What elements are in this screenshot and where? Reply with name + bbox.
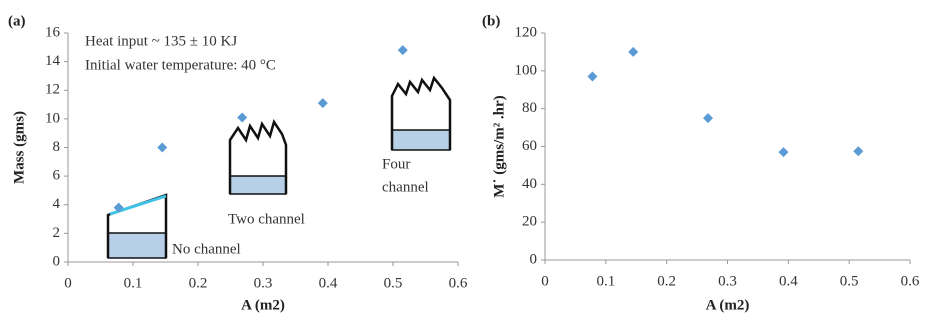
annotation: Heat input ~ 135 ± 10 KJ: [85, 33, 237, 49]
x-tick-label: 0.6: [449, 275, 468, 291]
x-tick-label: 0.3: [718, 273, 737, 289]
y-tick-label: 40: [522, 176, 537, 192]
x-tick-label: 0.4: [779, 273, 798, 289]
annotation: Four: [382, 156, 410, 172]
x-axis-label: A (m2): [241, 297, 285, 313]
annotation: channel: [382, 179, 429, 195]
x-tick-label: 0.5: [384, 275, 403, 291]
scatter-point: [237, 112, 248, 123]
y-tick-label: 80: [522, 100, 537, 116]
y-tick-label: 8: [53, 139, 61, 155]
scatter-point: [113, 202, 124, 213]
y-tick-label: 0: [530, 251, 538, 267]
annotation: Two channel: [228, 211, 305, 227]
x-tick-label: 0.6: [901, 273, 920, 289]
y-tick-label: 0: [53, 253, 61, 269]
annotation: No channel: [172, 241, 241, 257]
scatter-point: [317, 98, 328, 109]
scatter-point: [853, 146, 864, 157]
y-tick-label: 6: [53, 168, 61, 184]
y-tick-label: 4: [53, 196, 61, 212]
x-tick-label: 0: [541, 273, 549, 289]
x-tick-label: 0.1: [124, 275, 143, 291]
panel-label: (b): [482, 13, 500, 29]
panel-label: (a): [8, 13, 26, 29]
x-tick-label: 0.3: [254, 275, 273, 291]
scatter-point: [628, 46, 639, 57]
y-tick-label: 10: [45, 110, 60, 126]
scatter-point: [397, 45, 408, 56]
y-tick-label: 60: [522, 138, 537, 154]
y-tick-label: 16: [45, 24, 61, 40]
y-tick-label: 12: [45, 82, 60, 98]
x-tick-label: 0.2: [657, 273, 676, 289]
y-tick-label: 100: [515, 62, 538, 78]
x-tick-label: 0.2: [189, 275, 208, 291]
y-axis-label: Mass (gms): [11, 111, 27, 184]
y-axis-label: M˙ (gms/m² .hr): [491, 95, 507, 197]
scatter-point: [157, 142, 168, 153]
y-tick-label: 14: [45, 53, 61, 69]
y-tick-label: 2: [53, 225, 61, 241]
annotation: Initial water temperature: 40 °C: [85, 57, 276, 73]
x-axis-label: A (m2): [706, 297, 750, 313]
x-tick-label: 0.1: [596, 273, 615, 289]
scatter-point: [778, 147, 789, 158]
y-tick-label: 120: [515, 24, 538, 40]
x-tick-label: 0: [64, 275, 72, 291]
x-tick-label: 0.5: [840, 273, 859, 289]
y-tick-label: 20: [522, 214, 537, 230]
scatter-point: [703, 113, 714, 124]
scatter-point: [587, 71, 598, 82]
x-tick-label: 0.4: [319, 275, 338, 291]
